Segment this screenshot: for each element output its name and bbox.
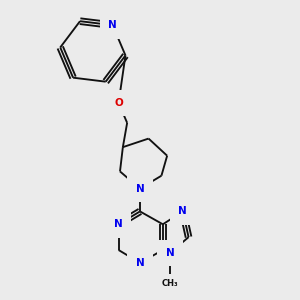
Text: CH₃: CH₃ [162, 279, 178, 288]
Text: N: N [166, 248, 174, 258]
Text: N: N [136, 258, 144, 268]
Text: N: N [108, 20, 117, 30]
Text: O: O [114, 98, 123, 108]
Text: N: N [136, 184, 144, 194]
Text: N: N [178, 206, 187, 216]
Text: N: N [114, 219, 123, 229]
